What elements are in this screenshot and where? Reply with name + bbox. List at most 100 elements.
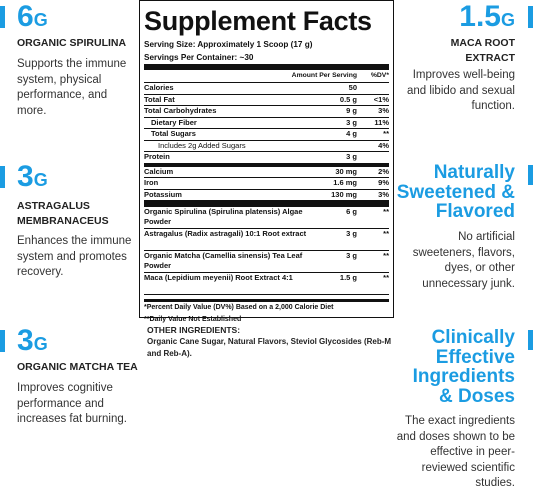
rule bbox=[144, 64, 389, 70]
nutrient-amount: 0.5 g bbox=[339, 94, 357, 104]
facts-row: Includes 2g Added Sugars 4% bbox=[144, 140, 389, 152]
feature-heading: Naturally Sweetened & Flavored bbox=[396, 162, 515, 222]
nutrient-name: Organic Spirulina (Spirulina platensis) … bbox=[144, 207, 303, 226]
description: Enhances the immune system and promotes … bbox=[17, 235, 132, 278]
description: Improves well-being and libido and sexua… bbox=[406, 69, 515, 112]
nutrient-dv: 4% bbox=[378, 140, 389, 150]
ingredient-name: ASTRAGALUS MEMBRANACEUS bbox=[17, 200, 109, 227]
nutrient-dv: ** bbox=[383, 229, 389, 238]
servings: Servings Per Container: ~30 bbox=[144, 53, 254, 62]
description: Improves cognitive performance and incre… bbox=[17, 382, 127, 425]
ingredient-name: MACA ROOT EXTRACT bbox=[450, 37, 515, 64]
ingredient-name: ORGANIC MATCHA TEA bbox=[17, 361, 138, 373]
unit: G bbox=[500, 10, 515, 30]
amount: 3 bbox=[17, 324, 34, 357]
nutrient-name: Astragalus (Radix astragali) 10:1 Root e… bbox=[144, 229, 307, 238]
facts-row: Organic Spirulina (Spirulina platensis) … bbox=[144, 207, 389, 229]
nutrient-name: Iron bbox=[144, 178, 159, 187]
nutrient-dv: 3% bbox=[378, 189, 389, 199]
nutrient-dv: ** bbox=[383, 251, 389, 260]
dose: 3G bbox=[17, 162, 48, 195]
unit: G bbox=[33, 170, 48, 190]
amount: 1.5 bbox=[459, 0, 501, 33]
rule bbox=[144, 163, 389, 167]
nutrient-name: Includes 2g Added Sugars bbox=[158, 140, 246, 150]
facts-row: Astragalus (Radix astragali) 10:1 Root e… bbox=[144, 229, 389, 251]
nutrients: Calories 50 Total Fat 0.5 g <1% Total Carbohy… bbox=[144, 83, 389, 164]
nutrient-dv: ** bbox=[383, 207, 389, 216]
dose: 6G bbox=[17, 2, 48, 35]
amount: 6 bbox=[17, 0, 34, 33]
ingredients: Organic Spirulina (Spirulina platensis) … bbox=[144, 207, 389, 295]
feature-heading: Clinically Effective Ingredients & Doses bbox=[412, 327, 515, 407]
nutrient-name: Organic Matcha (Camellia sinensis) Tea L… bbox=[144, 251, 303, 270]
facts-row: Organic Matcha (Camellia sinensis) Tea L… bbox=[144, 251, 389, 273]
nutrient-dv: 11% bbox=[374, 117, 389, 127]
nutrient-dv: ** bbox=[383, 273, 389, 282]
other-heading: OTHER INGREDIENTS: bbox=[147, 325, 241, 335]
nutrient-name: Maca (Lepidium meyenii) Root Extract 4:1 bbox=[144, 273, 293, 282]
header-dv: %DV* bbox=[370, 72, 389, 79]
nutrient-amount: 130 mg bbox=[331, 189, 357, 199]
description: The exact ingredients and doses shown to… bbox=[396, 415, 515, 489]
nutrient-amount: 3 g bbox=[346, 117, 357, 127]
nutrient-name: Total Carbohydrates bbox=[144, 106, 217, 115]
facts-row: Calcium 30 mg 2% bbox=[144, 166, 389, 178]
accent-bar bbox=[0, 6, 5, 28]
nutrient-name: Total Fat bbox=[144, 94, 175, 104]
footnotes: *Percent Daily Value (DV%) Based on a 2,… bbox=[144, 302, 389, 326]
header-amount: Amount Per Serving bbox=[291, 72, 357, 79]
facts-row: Total Fat 0.5 g <1% bbox=[144, 94, 389, 106]
minerals: Calcium 30 mg 2% Iron 1.6 mg 9% Potassium 130 m… bbox=[144, 166, 389, 201]
nutrient-amount: 30 mg bbox=[335, 166, 357, 176]
nutrient-amount: 50 bbox=[348, 83, 357, 92]
nutrient-amount: 3 g bbox=[346, 251, 357, 260]
nutrient-name: Protein bbox=[144, 152, 170, 161]
rule bbox=[144, 299, 389, 302]
nutrient-dv: 9% bbox=[378, 178, 389, 187]
nutrient-name: Dietary Fiber bbox=[151, 117, 197, 127]
serving-size: Serving Size: Approximately 1 Scoop (17 … bbox=[144, 40, 313, 49]
facts-row: Maca (Lepidium meyenii) Root Extract 4:1… bbox=[144, 273, 389, 295]
facts-row: Protein 3 g bbox=[144, 152, 389, 164]
accent-bar bbox=[528, 330, 533, 350]
facts-row: Iron 1.6 mg 9% bbox=[144, 178, 389, 190]
nutrient-amount: 3 g bbox=[346, 152, 357, 161]
facts-row: Total Carbohydrates 9 g 3% bbox=[144, 106, 389, 118]
facts-title: Supplement Facts bbox=[144, 6, 372, 36]
nutrient-amount: 1.5 g bbox=[339, 273, 357, 282]
nutrient-dv: 3% bbox=[378, 106, 389, 115]
ingredient-name: ORGANIC SPIRULINA bbox=[17, 37, 127, 49]
description: No artificial sweeteners, flavors, dyes,… bbox=[412, 231, 515, 290]
facts-row: Total Sugars 4 g ** bbox=[144, 129, 389, 141]
nutrient-name: Calcium bbox=[144, 166, 174, 176]
nutrient-name: Total Sugars bbox=[151, 129, 196, 138]
accent-bar bbox=[0, 166, 5, 188]
amount: 3 bbox=[17, 160, 34, 193]
facts-row: Dietary Fiber 3 g 11% bbox=[144, 117, 389, 129]
accent-bar bbox=[0, 330, 5, 352]
footnote: *Percent Daily Value (DV%) Based on a 2,… bbox=[144, 304, 334, 311]
nutrient-name: Potassium bbox=[144, 189, 182, 199]
nutrient-amount: 1.6 mg bbox=[333, 178, 357, 187]
facts-row: Calories 50 bbox=[144, 83, 389, 95]
footnote: **Daily Value Not Established bbox=[144, 316, 242, 323]
dose: 3G bbox=[17, 326, 48, 359]
other-text: Organic Cane Sugar, Natural Flavors, Ste… bbox=[147, 337, 392, 358]
dose: 1.5G bbox=[400, 2, 515, 35]
facts-header: Amount Per Serving %DV* bbox=[144, 70, 389, 83]
accent-bar bbox=[528, 165, 533, 185]
nutrient-amount: 3 g bbox=[346, 229, 357, 238]
nutrient-dv: <1% bbox=[373, 94, 389, 104]
accent-bar bbox=[528, 6, 533, 28]
supplement-facts: Supplement Facts Serving Size: Approxima… bbox=[139, 0, 394, 323]
unit: G bbox=[33, 10, 48, 30]
nutrient-dv: 2% bbox=[378, 166, 389, 176]
nutrient-name: Calories bbox=[144, 83, 174, 92]
description: Supports the immune system, physical per… bbox=[17, 58, 127, 117]
nutrient-dv: ** bbox=[383, 129, 389, 138]
facts-row: Potassium 130 mg 3% bbox=[144, 189, 389, 201]
nutrient-amount: 9 g bbox=[346, 106, 357, 115]
nutrient-amount: 4 g bbox=[346, 129, 357, 138]
